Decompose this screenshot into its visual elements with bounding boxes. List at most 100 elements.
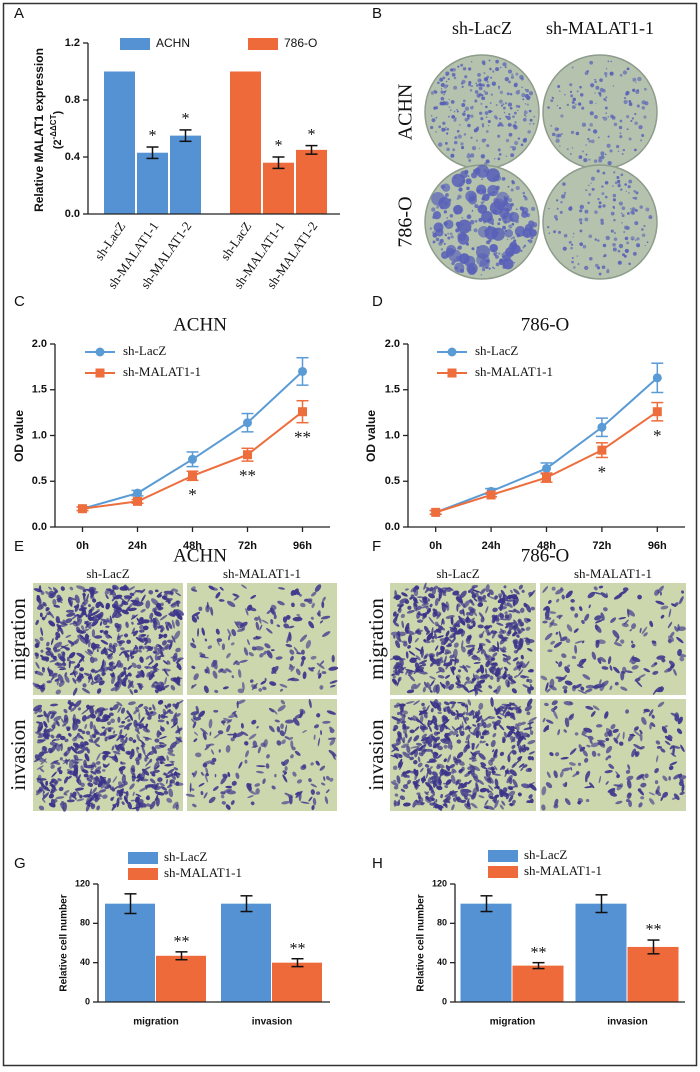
- marker: [133, 488, 142, 498]
- colony: [519, 74, 524, 80]
- colony: [589, 100, 594, 105]
- colony: [571, 243, 574, 246]
- cell: [33, 704, 43, 712]
- cell: [131, 767, 135, 773]
- cell: [139, 739, 146, 746]
- colony: [459, 124, 461, 126]
- colony: [506, 92, 510, 96]
- cell: [318, 672, 322, 679]
- colony: [604, 180, 609, 185]
- cell: [118, 725, 125, 728]
- cell: [176, 662, 182, 671]
- colony: [489, 243, 498, 253]
- cell: [134, 727, 140, 732]
- cell: [165, 671, 169, 677]
- marker: [447, 347, 457, 357]
- colony: [598, 204, 602, 209]
- cell: [88, 616, 95, 621]
- cell: [140, 608, 146, 613]
- colony: [528, 96, 531, 99]
- colony: [555, 138, 560, 143]
- colony: [570, 94, 574, 98]
- cell: [102, 778, 107, 784]
- colony: [576, 90, 579, 93]
- cell: [150, 618, 153, 623]
- cell: [125, 750, 133, 755]
- colony: [611, 185, 614, 187]
- colony: [560, 132, 563, 136]
- cell: [96, 648, 99, 653]
- colony: [486, 144, 490, 148]
- colony: [468, 68, 471, 71]
- cell: [155, 643, 160, 648]
- cell: [139, 787, 147, 792]
- cell: [136, 773, 141, 779]
- cell: [53, 715, 62, 722]
- cell: [277, 600, 285, 606]
- cell: [60, 742, 63, 752]
- colony: [600, 151, 605, 156]
- cell: [159, 614, 168, 621]
- cell: [74, 603, 80, 612]
- colony: [587, 201, 590, 205]
- colony: [595, 85, 600, 90]
- colony: [531, 222, 538, 228]
- colony: [498, 85, 501, 88]
- cell: [166, 755, 169, 761]
- colony: [613, 218, 616, 222]
- cell: [296, 652, 302, 655]
- cell: [197, 627, 200, 637]
- cell: [143, 706, 149, 710]
- cell: [84, 650, 92, 657]
- cell: [108, 729, 112, 732]
- marker: [133, 496, 142, 506]
- cell: [148, 670, 154, 678]
- colony: [584, 209, 589, 214]
- colony: [474, 204, 479, 209]
- colony: [616, 179, 621, 184]
- cell: [66, 656, 70, 662]
- cell: [138, 712, 141, 721]
- colony: [476, 184, 487, 195]
- cell: [204, 638, 208, 642]
- colony: [605, 68, 608, 70]
- colony: [479, 111, 483, 115]
- colony: [510, 153, 515, 158]
- cell: [128, 672, 132, 677]
- cell: [110, 673, 115, 678]
- cell: [40, 654, 45, 659]
- colony: [562, 246, 567, 251]
- colony: [433, 89, 436, 93]
- colony: [439, 103, 441, 105]
- cell: [106, 648, 116, 654]
- colony: [588, 140, 592, 143]
- cell: [48, 747, 53, 754]
- colony: [551, 97, 555, 100]
- cell: [76, 652, 85, 658]
- colony: [484, 226, 498, 240]
- colony: [594, 263, 599, 268]
- y-axis-label: Relative cell number: [416, 894, 427, 991]
- micrograph: [187, 699, 337, 811]
- cell: [134, 589, 143, 593]
- cell: [57, 778, 62, 782]
- colony: [528, 109, 532, 113]
- cell: [135, 776, 145, 782]
- cell: [82, 601, 86, 605]
- cell: [48, 793, 54, 799]
- cell: [105, 625, 110, 628]
- cell: [135, 706, 140, 713]
- cell: [127, 603, 134, 609]
- cell: [94, 776, 99, 781]
- colony: [502, 258, 514, 270]
- colony: [471, 85, 473, 87]
- cell: [230, 642, 235, 646]
- cell: [95, 708, 101, 714]
- cell: [285, 643, 293, 648]
- cell: [101, 629, 107, 636]
- cell: [170, 684, 176, 691]
- bar: [170, 135, 201, 214]
- cell: [173, 767, 179, 771]
- colony: [499, 258, 504, 263]
- colony: [590, 176, 596, 181]
